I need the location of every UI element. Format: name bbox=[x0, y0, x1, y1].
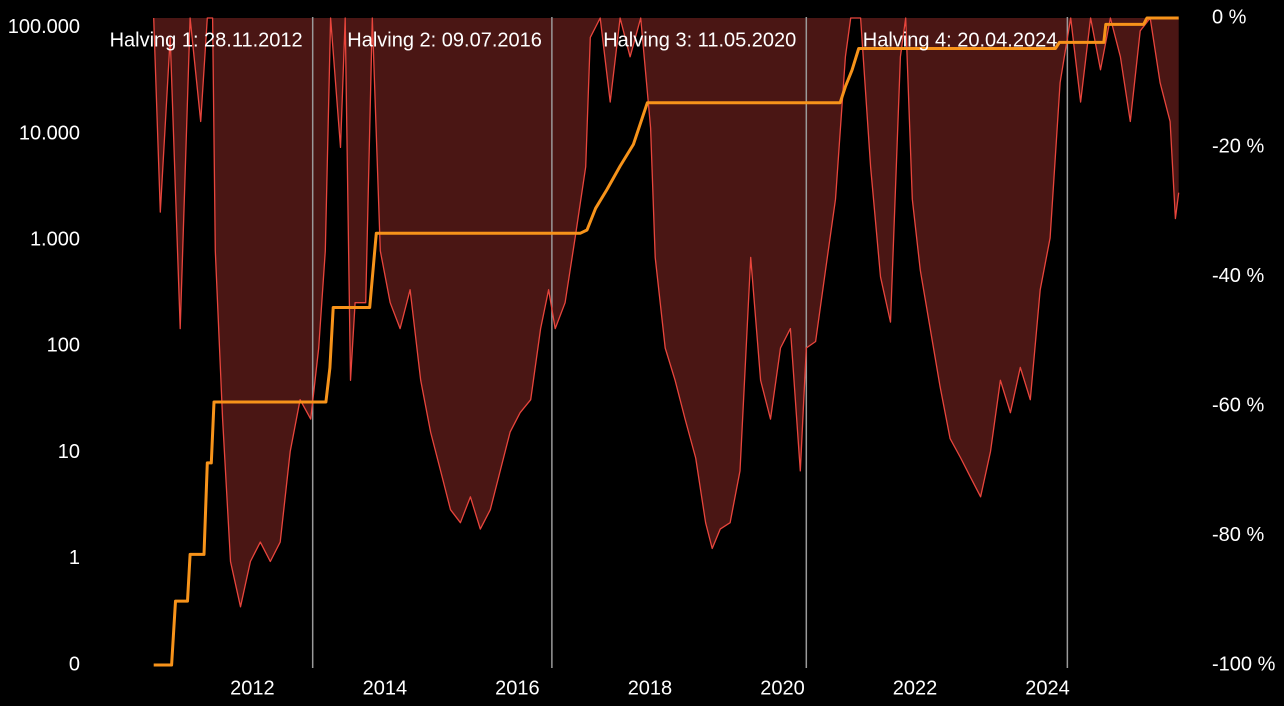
halving-label: Halving 2: 09.07.2016 bbox=[347, 29, 542, 51]
y-tick-label: 10 bbox=[58, 441, 80, 463]
y-tick-label: 1.000 bbox=[30, 229, 80, 251]
y-tick-label: 10.000 bbox=[19, 122, 80, 144]
x-tick-label: 2012 bbox=[230, 677, 275, 699]
halving-label: Halving 3: 11.05.2020 bbox=[603, 29, 796, 51]
y-tick-label: 1 bbox=[69, 547, 80, 569]
x-tick-label: 2014 bbox=[363, 677, 408, 699]
y2-tick-label: -80 % bbox=[1212, 524, 1264, 546]
halving-label: Halving 1: 28.11.2012 bbox=[110, 29, 303, 51]
x-tick-label: 2016 bbox=[495, 677, 540, 699]
y2-tick-label: 0 % bbox=[1212, 6, 1247, 28]
y-tick-label: 0 bbox=[69, 653, 80, 675]
x-tick-label: 2024 bbox=[1025, 677, 1070, 699]
halving-label: Halving 4: 20.04.2024 bbox=[863, 29, 1058, 51]
drawdown-line bbox=[153, 17, 1180, 608]
x-tick-label: 2022 bbox=[893, 677, 938, 699]
drawdown-area bbox=[153, 18, 1179, 607]
y2-tick-label: -100 % bbox=[1212, 653, 1276, 675]
y2-tick-label: -20 % bbox=[1212, 136, 1264, 158]
ath-line bbox=[153, 16, 1179, 667]
x-tick-label: 2018 bbox=[628, 677, 673, 699]
y-tick-label: 100.000 bbox=[8, 16, 80, 38]
y2-tick-label: -60 % bbox=[1212, 394, 1264, 416]
x-tick-label: 2020 bbox=[760, 677, 805, 699]
y-tick-label: 100 bbox=[47, 335, 80, 357]
y2-tick-label: -40 % bbox=[1212, 265, 1264, 287]
